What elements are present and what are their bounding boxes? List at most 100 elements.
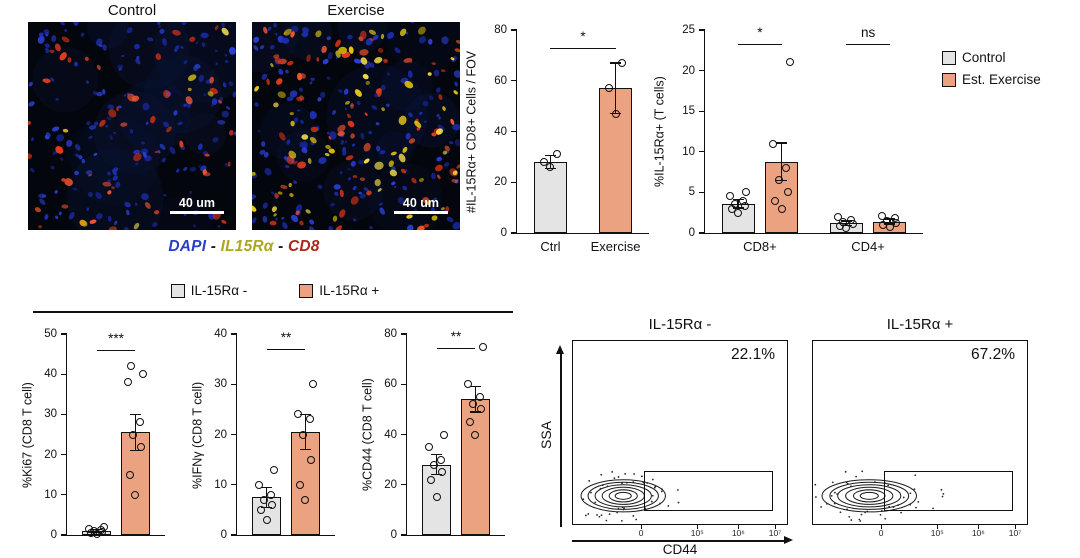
legend-label: IL-15Rα -: [190, 283, 248, 298]
data-point: [438, 468, 447, 477]
y-tick: [231, 433, 237, 436]
data-point: [269, 465, 278, 474]
data-point: [605, 84, 614, 93]
data-point: [129, 430, 138, 439]
error-bar-line: [781, 142, 783, 181]
data-point: [784, 188, 793, 197]
data-point: [464, 380, 473, 389]
y-tick-label: 20: [384, 478, 397, 491]
data-point: [552, 150, 561, 159]
gate-percentage: 22.1%: [731, 346, 775, 363]
gate-percentage: 67.2%: [971, 346, 1015, 363]
data-point: [425, 443, 434, 452]
stain-caption: DAPI - IL15Rα - CD8: [28, 238, 460, 256]
error-bar-cap: [299, 413, 311, 416]
legend-item-control: Control: [942, 50, 1041, 65]
data-point: [469, 400, 478, 409]
error-bar-cap: [732, 199, 744, 201]
error-bar-cap: [299, 448, 311, 451]
data-point: [771, 196, 780, 205]
y-tick: [61, 333, 67, 335]
y-tick-label: 60: [384, 378, 397, 391]
y-tick: [511, 29, 517, 31]
plot-area: 0 20 40 60 80 **: [384, 328, 505, 541]
data-point: [260, 495, 269, 504]
y-tick-label: 20: [44, 448, 57, 461]
gate-rectangle: [643, 470, 774, 512]
data-point: [782, 164, 791, 173]
significance-label: **: [450, 328, 462, 344]
fluorescence-image-control: [28, 22, 236, 230]
data-point: [127, 362, 136, 371]
data-point: [738, 196, 747, 205]
y-tick-label: 40: [494, 125, 507, 138]
y-tick-label: 0: [688, 227, 695, 239]
data-point: [539, 157, 548, 166]
y-tick: [61, 413, 67, 416]
group-label: CD4+: [851, 239, 885, 254]
data-point: [777, 204, 786, 213]
stain-label: -: [273, 238, 288, 255]
x-tick-label: 10⁶: [971, 528, 985, 538]
data-point: [124, 378, 133, 387]
significance-line: [738, 43, 782, 46]
microscopy-title: Control: [107, 2, 157, 19]
data-point: [731, 199, 740, 208]
y-tick-label: 20: [494, 176, 507, 189]
error-bar-cap: [129, 449, 141, 452]
y-tick-label: 0: [500, 227, 507, 239]
group-label: CD8+: [743, 239, 777, 254]
error-bar-cap: [431, 474, 443, 476]
microscopy-panel-control: Control 40 um: [28, 2, 236, 230]
scale-bar: 40 um: [170, 196, 224, 214]
error-bar-line: [614, 62, 617, 114]
significance-line: [550, 47, 616, 50]
plot-area: 0 20 40 60 80 Ctrl Exercise *: [494, 24, 649, 254]
bar-chart-cd44: %CD44 (CD8 T cell) 0 20 40 60 80 **: [358, 320, 510, 552]
legend-swatch-il15ra-neg: [170, 283, 185, 298]
data-point: [262, 515, 271, 524]
data-point: [478, 342, 487, 351]
y-axis-label: %IL-15Rα+ (T cells): [652, 76, 667, 188]
data-point: [255, 480, 264, 489]
significance-line: [436, 347, 476, 350]
legend-conditions: Control Est. Exercise: [942, 50, 1041, 87]
scale-bar-line: [170, 211, 224, 214]
x-axis-ticks: 0 10⁵ 10⁶ 10⁷: [812, 525, 1028, 539]
y-tick: [511, 80, 517, 82]
y-tick: [699, 29, 705, 31]
y-tick: [231, 534, 237, 536]
legend-item-il15ra-pos: IL-15Rα +: [299, 283, 379, 298]
microscopy-panel-exercise: Exercise 40 um: [252, 2, 460, 230]
legend-underline: [33, 311, 513, 313]
data-point: [877, 211, 886, 220]
bar-chart-ifng: %IFNγ (CD8 T cell) 0 10 20 30 40 **: [188, 320, 340, 552]
contour-plot-svg: [814, 470, 945, 522]
x-tick: [641, 525, 643, 529]
y-tick-label: 20: [682, 64, 695, 77]
data-point: [268, 500, 277, 509]
data-point: [436, 455, 445, 464]
y-tick: [61, 534, 67, 536]
bar-chart-ki67: %Ki67 (CD8 T cell) 0 10 20 30 40 50 ***: [18, 320, 170, 552]
y-tick-label: 5: [688, 186, 695, 199]
error-bar-cap: [469, 411, 481, 413]
scale-bar-line: [394, 211, 448, 214]
bar: [533, 161, 568, 233]
legend-label: IL-15Rα +: [319, 283, 380, 298]
data-point: [301, 495, 310, 504]
y-tick: [699, 151, 705, 153]
bar-chart-il15ra-tcells: %IL-15Rα+ (T cells) 0 5 10 15 20 25 CD8+ CD4+ * n…: [650, 16, 928, 264]
data-point: [299, 430, 308, 439]
x-tick: [937, 525, 939, 529]
y-tick: [699, 232, 705, 234]
data-point: [138, 370, 147, 379]
y-tick: [401, 383, 407, 385]
y-tick: [231, 333, 237, 335]
error-bar-cap: [261, 486, 273, 488]
data-point: [430, 460, 439, 469]
y-tick-label: 80: [384, 328, 397, 340]
y-tick-label: 15: [682, 105, 695, 118]
x-tick-label: 10⁵: [930, 528, 944, 538]
